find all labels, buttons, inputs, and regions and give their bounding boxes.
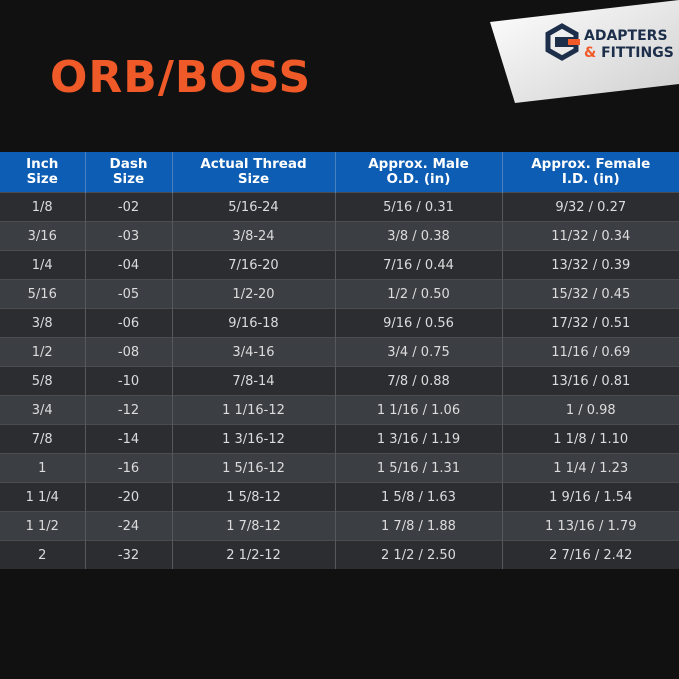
table-cell: 13/16 / 0.81 (502, 366, 679, 396)
table-cell: 1/2-20 (172, 279, 336, 309)
table-cell: 1 3/16-12 (172, 424, 336, 454)
table-cell: 9/16 / 0.56 (335, 308, 503, 338)
table-cell: 1 5/16 / 1.31 (335, 453, 503, 483)
table-cell: 11/16 / 0.69 (502, 337, 679, 367)
header-row: Inch Size Dash Size Actual Thread Size Appr… (0, 152, 679, 193)
table-cell: 9/32 / 0.27 (502, 192, 679, 222)
header-cell: Dash Size (85, 152, 173, 193)
table-cell: 1 5/16-12 (172, 453, 336, 483)
table-cell: 1 (0, 453, 86, 483)
table-cell: 1/2 (0, 337, 86, 367)
spec-table: Inch Size Dash Size Actual Thread Size Appr… (0, 152, 679, 569)
header-cell: Actual Thread Size (172, 152, 336, 193)
table-cell: 9/16-18 (172, 308, 336, 338)
table-cell: 1 7/8 / 1.88 (335, 511, 503, 541)
table-cell: 2 7/16 / 2.42 (502, 540, 679, 569)
table-cell: 1 / 0.98 (502, 395, 679, 425)
table-cell: 3/16 (0, 221, 86, 251)
table-cell: 13/32 / 0.39 (502, 250, 679, 280)
table-cell: -20 (85, 482, 173, 512)
table-cell: -06 (85, 308, 173, 338)
table-cell: 1 7/8-12 (172, 511, 336, 541)
logo: ADAPTERS & FITTINGS (490, 0, 679, 103)
table-cell: 1 1/2 (0, 511, 86, 541)
table-cell: -10 (85, 366, 173, 396)
table-cell: 7/16-20 (172, 250, 336, 280)
table-cell: 3/4-16 (172, 337, 336, 367)
table-row: 3/4 -12 1 1/16-12 1 1/16 / 1.06 1 / 0.98 (0, 395, 679, 425)
table-row: 1 -16 1 5/16-12 1 5/16 / 1.31 1 1/4 / 1.23 (0, 453, 679, 483)
table-cell: 1 5/8-12 (172, 482, 336, 512)
table-body: 1/8 -02 5/16-24 5/16 / 0.31 9/32 / 0.27 3/16-… (0, 192, 679, 569)
table-cell: 1/2 / 0.50 (335, 279, 503, 309)
table-row: 5/16 -05 1/2-20 1/2 / 0.50 15/32 / 0.45 (0, 279, 679, 309)
table-row: 3/8 -06 9/16-18 9/16 / 0.56 17/32 / 0.51 (0, 308, 679, 338)
table-cell: 15/32 / 0.45 (502, 279, 679, 309)
table-cell: 7/16 / 0.44 (335, 250, 503, 280)
table-cell: 1 13/16 / 1.79 (502, 511, 679, 541)
table-cell: 1 9/16 / 1.54 (502, 482, 679, 512)
table-cell: -05 (85, 279, 173, 309)
table-cell: 7/8 (0, 424, 86, 454)
table-row: 1 1/2 -24 1 7/8-12 1 7/8 / 1.88 1 13/16 / 1.… (0, 511, 679, 541)
table-cell: -32 (85, 540, 173, 569)
table-cell: 3/8-24 (172, 221, 336, 251)
header-cell: Approx. Female I.D. (in) (502, 152, 679, 193)
table-cell: -02 (85, 192, 173, 222)
table-row: 1/8 -02 5/16-24 5/16 / 0.31 9/32 / 0.27 (0, 192, 679, 222)
table-cell: 1 5/8 / 1.63 (335, 482, 503, 512)
table-row: 2 -32 2 1/2-12 2 1/2 / 2.50 2 7/16 / 2.42 (0, 540, 679, 569)
table-cell: 1 1/16 / 1.06 (335, 395, 503, 425)
table-cell: 1 3/16 / 1.19 (335, 424, 503, 454)
table-cell: 5/16 / 0.31 (335, 192, 503, 222)
logo-line2-text: FITTINGS (601, 45, 674, 61)
table-cell: 3/4 (0, 395, 86, 425)
table-row: 1/2 -08 3/4-16 3/4 / 0.75 11/16 / 0.69 (0, 337, 679, 367)
table-row: 5/8 -10 7/8-14 7/8 / 0.88 13/16 / 0.81 (0, 366, 679, 396)
table-cell: 5/16 (0, 279, 86, 309)
table-cell: -24 (85, 511, 173, 541)
table-row: 1 1/4 -20 1 5/8-12 1 5/8 / 1.63 1 9/16 / 1.5… (0, 482, 679, 512)
logo-line1: ADAPTERS (584, 28, 668, 44)
table-cell: 1/4 (0, 250, 86, 280)
title: ORB/BOSS (50, 52, 312, 103)
table-cell: -16 (85, 453, 173, 483)
table-cell: 1 1/8 / 1.10 (502, 424, 679, 454)
table-cell: 1 1/4 (0, 482, 86, 512)
table-cell: -12 (85, 395, 173, 425)
logo-plate (490, 0, 679, 103)
table-cell: -03 (85, 221, 173, 251)
table-cell: 3/4 / 0.75 (335, 337, 503, 367)
table-row: 3/16 -03 3/8-24 3/8 / 0.38 11/32 / 0.34 (0, 221, 679, 251)
header-cell: Inch Size (0, 152, 86, 193)
logo-icon (545, 23, 580, 61)
logo-amp: & (584, 45, 596, 61)
table-cell: 1/8 (0, 192, 86, 222)
table-cell: 5/16-24 (172, 192, 336, 222)
table-cell: 3/8 / 0.38 (335, 221, 503, 251)
table-cell: 2 1/2-12 (172, 540, 336, 569)
table-cell: 5/8 (0, 366, 86, 396)
table-cell: 1 1/16-12 (172, 395, 336, 425)
table-cell: 2 (0, 540, 86, 569)
table-cell: 2 1/2 / 2.50 (335, 540, 503, 569)
table-cell: 7/8-14 (172, 366, 336, 396)
table-cell: 1 1/4 / 1.23 (502, 453, 679, 483)
table-cell: -08 (85, 337, 173, 367)
header-cell: Approx. Male O.D. (in) (335, 152, 503, 193)
table-cell: 3/8 (0, 308, 86, 338)
table-cell: 7/8 / 0.88 (335, 366, 503, 396)
table-row: 1/4 -04 7/16-20 7/16 / 0.44 13/32 / 0.39 (0, 250, 679, 280)
table-cell: 11/32 / 0.34 (502, 221, 679, 251)
table-cell: -04 (85, 250, 173, 280)
logo-line2: & FITTINGS (584, 45, 674, 61)
table-row: 7/8 -14 1 3/16-12 1 3/16 / 1.19 1 1/8 / 1.10 (0, 424, 679, 454)
table-cell: 17/32 / 0.51 (502, 308, 679, 338)
table-cell: -14 (85, 424, 173, 454)
